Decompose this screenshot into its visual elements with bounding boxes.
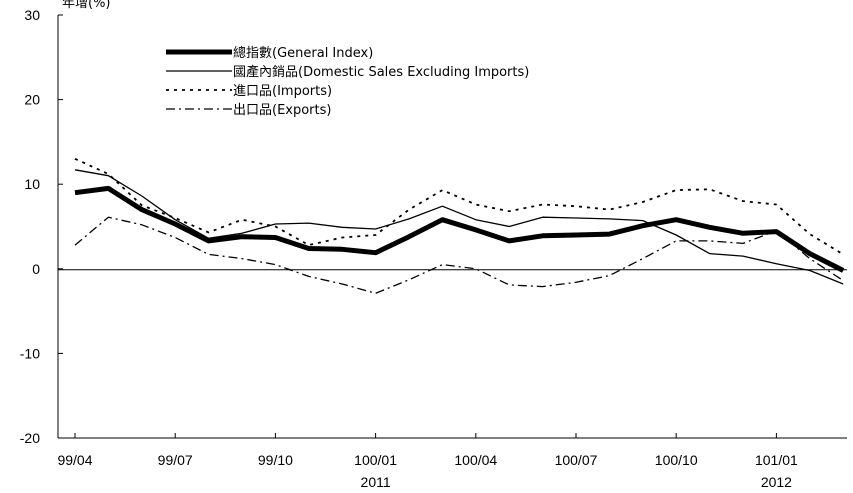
x-tick-label: 100/01 xyxy=(354,452,397,468)
y-ticks: -20 -10 0 10 20 30 xyxy=(20,7,63,446)
x-tick-label: 100/07 xyxy=(555,452,598,468)
y-tick-label: -10 xyxy=(20,345,40,361)
x-tick-year-label: 2012 xyxy=(761,474,792,490)
x-tick-label: 99/07 xyxy=(158,452,193,468)
y-tick-label: 20 xyxy=(24,92,40,108)
x-tick-label: 100/04 xyxy=(454,452,497,468)
y-tick-label: 0 xyxy=(32,261,40,277)
x-ticks: 99/04 99/07 99/10 100/01 2011 100/04 100/07 100… xyxy=(57,433,798,490)
y-tick-label: -20 xyxy=(20,430,40,446)
series-line-solid xyxy=(74,169,844,285)
y-tick-label: 30 xyxy=(24,7,40,23)
series-line-dotted xyxy=(74,157,844,256)
x-tick-label: 101/01 xyxy=(755,452,798,468)
x-tick-label: 99/10 xyxy=(258,452,293,468)
series-line-dashdot xyxy=(74,216,844,294)
legend-label: 出口品(Exports) xyxy=(233,103,331,118)
series-lines xyxy=(74,157,845,294)
legend-label: 總指數(General Index) xyxy=(233,45,373,61)
series-line-thick xyxy=(74,185,845,273)
x-tick-label: 99/04 xyxy=(57,452,92,468)
legend-label: 進口品(Imports) xyxy=(233,84,332,99)
y-tick-label: 10 xyxy=(24,176,40,192)
x-tick-year-label: 2011 xyxy=(361,474,391,490)
x-tick-label: 100/10 xyxy=(655,452,698,468)
y-unit-label: 年增(%) xyxy=(62,0,111,11)
legend-label: 國產內銷品(Domestic Sales Excluding Imports) xyxy=(233,64,529,80)
legend: 總指數(General Index) 國產內銷品(Domestic Sales E… xyxy=(166,45,529,118)
